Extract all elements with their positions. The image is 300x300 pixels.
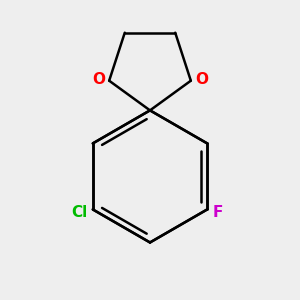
Text: O: O	[92, 72, 105, 87]
Text: O: O	[195, 72, 208, 87]
Text: F: F	[213, 205, 223, 220]
Text: Cl: Cl	[71, 205, 87, 220]
